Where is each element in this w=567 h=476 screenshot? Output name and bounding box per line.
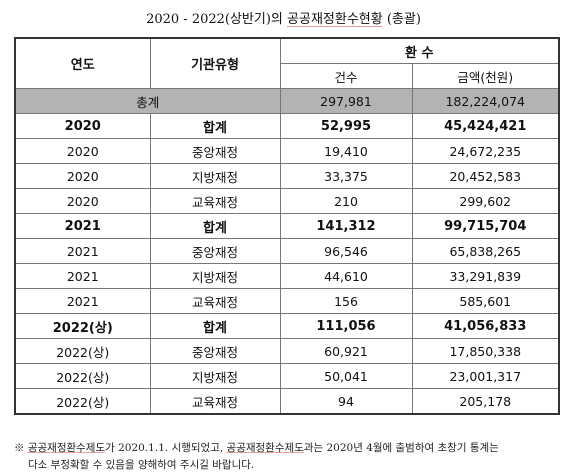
cell-year: 2020 xyxy=(14,163,151,189)
cell-year: 2022(상) xyxy=(14,338,151,364)
cell-amount: 17,850,338 xyxy=(411,338,560,364)
table-row: 2021 지방재정 44,610 33,291,839 xyxy=(14,263,560,289)
cell-type: 중앙재정 xyxy=(149,138,281,164)
header-amount: 금액(천원) xyxy=(411,63,560,89)
cell-type: 합계 xyxy=(149,313,281,339)
cell-count: 60,921 xyxy=(279,338,413,364)
cell-amount: 20,452,583 xyxy=(411,163,560,189)
cell-type: 중앙재정 xyxy=(149,338,281,364)
cell-type: 교육재정 xyxy=(149,388,281,415)
cell-amount: 23,001,317 xyxy=(411,363,560,389)
table-row: 2022(상) 교육재정 94 205,178 xyxy=(14,388,560,415)
footnote-line-2: 다소 부정확할 수 있음을 양해하여 주시길 바랍니다. xyxy=(28,459,255,471)
table-row: 2021 합계 141,312 99,715,704 xyxy=(14,213,560,239)
cell-count: 19,410 xyxy=(279,138,413,164)
title-highlight: 공공재정환수현황 xyxy=(287,12,383,27)
cell-type: 지방재정 xyxy=(149,163,281,189)
footnote: ※ 공공재정환수제도가 2020.1.1. 시행되었고, 공공재정환수제도과는 … xyxy=(14,440,558,474)
cell-year: 2021 xyxy=(14,263,151,289)
recovery-table: 연도 기관유형 환 수 건수 금액(천원) 총계 297,981 182,224… xyxy=(14,37,561,415)
page-title: 2020 - 2022(상반기)의 공공재정환수현황 (총괄) xyxy=(0,8,567,27)
table-row: 2022(상) 중앙재정 60,921 17,850,338 xyxy=(14,338,560,364)
cell-count: 111,056 xyxy=(279,313,413,339)
cell-type: 지방재정 xyxy=(149,263,281,289)
title-suffix: (총괄) xyxy=(382,12,421,27)
table-row: 2020 합계 52,995 45,424,421 xyxy=(14,113,560,139)
cell-amount: 65,838,265 xyxy=(411,238,560,264)
cell-amount: 585,601 xyxy=(411,288,560,314)
cell-amount: 41,056,833 xyxy=(411,313,560,339)
total-count: 297,981 xyxy=(279,88,413,114)
cell-count: 50,041 xyxy=(279,363,413,389)
footnote-mark: ※ xyxy=(14,442,28,454)
cell-year: 2022(상) xyxy=(14,388,151,415)
header-recovery: 환 수 xyxy=(279,37,560,64)
cell-amount: 24,672,235 xyxy=(411,138,560,164)
cell-year: 2020 xyxy=(14,113,151,139)
header-count: 건수 xyxy=(279,63,413,89)
title-prefix: 2020 - 2022(상반기)의 xyxy=(146,12,288,27)
cell-type: 합계 xyxy=(149,113,281,139)
table-row: 2021 교육재정 156 585,601 xyxy=(14,288,560,314)
cell-amount: 99,715,704 xyxy=(411,213,560,239)
table-row: 2020 교육재정 210 299,602 xyxy=(14,188,560,214)
table-row: 2022(상) 합계 111,056 41,056,833 xyxy=(14,313,560,339)
cell-amount: 45,424,421 xyxy=(411,113,560,139)
footnote-highlight-2: 공공재정환수제도 xyxy=(226,442,304,454)
cell-count: 33,375 xyxy=(279,163,413,189)
cell-amount: 205,178 xyxy=(411,388,560,415)
cell-type: 교육재정 xyxy=(149,188,281,214)
cell-year: 2021 xyxy=(14,238,151,264)
cell-amount: 299,602 xyxy=(411,188,560,214)
footnote-text-1: 가 2020.1.1. 시행되었고, xyxy=(105,442,227,454)
table-row: 2020 중앙재정 19,410 24,672,235 xyxy=(14,138,560,164)
cell-type: 지방재정 xyxy=(149,363,281,389)
footnote-line-1: ※ 공공재정환수제도가 2020.1.1. 시행되었고, 공공재정환수제도과는 … xyxy=(14,440,558,457)
cell-count: 141,312 xyxy=(279,213,413,239)
cell-year: 2021 xyxy=(14,213,151,239)
table-row: 2020 지방재정 33,375 20,452,583 xyxy=(14,163,560,189)
header-type: 기관유형 xyxy=(149,37,281,89)
cell-type: 합계 xyxy=(149,213,281,239)
header-year: 연도 xyxy=(14,37,151,89)
total-amount: 182,224,074 xyxy=(411,88,560,114)
footnote-text-2: 과는 2020년 4월에 출범하여 초창기 통계는 xyxy=(303,442,499,454)
total-row: 총계 297,981 182,224,074 xyxy=(14,88,560,114)
cell-year: 2020 xyxy=(14,188,151,214)
cell-count: 156 xyxy=(279,288,413,314)
cell-count: 96,546 xyxy=(279,238,413,264)
cell-count: 52,995 xyxy=(279,113,413,139)
footnote-highlight-1: 공공재정환수제도 xyxy=(27,442,106,454)
cell-amount: 33,291,839 xyxy=(411,263,560,289)
cell-count: 94 xyxy=(279,388,413,415)
cell-year: 2021 xyxy=(14,288,151,314)
cell-type: 교육재정 xyxy=(149,288,281,314)
cell-count: 44,610 xyxy=(279,263,413,289)
table-row: 2021 중앙재정 96,546 65,838,265 xyxy=(14,238,560,264)
cell-type: 중앙재정 xyxy=(149,238,281,264)
cell-year: 2020 xyxy=(14,138,151,164)
cell-year: 2022(상) xyxy=(14,313,151,339)
total-label: 총계 xyxy=(14,88,281,114)
table-row: 2022(상) 지방재정 50,041 23,001,317 xyxy=(14,363,560,389)
cell-count: 210 xyxy=(279,188,413,214)
cell-year: 2022(상) xyxy=(14,363,151,389)
